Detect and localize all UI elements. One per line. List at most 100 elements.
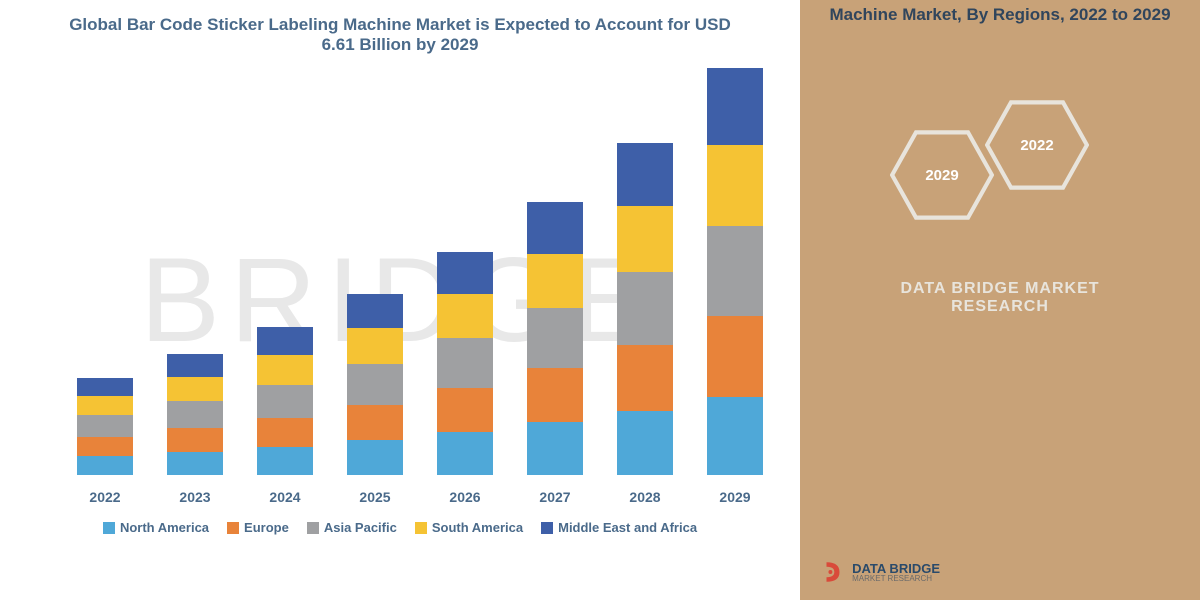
x-axis-label: 2029 xyxy=(707,489,763,505)
right-panel-title: Machine Market, By Regions, 2022 to 2029 xyxy=(800,0,1200,30)
x-axis-label: 2026 xyxy=(437,489,493,505)
bars-container xyxy=(60,75,780,475)
footer-logo-line2: MARKET RESEARCH xyxy=(852,575,940,583)
bar-segment xyxy=(437,432,493,475)
bar-stack xyxy=(347,294,403,475)
bar-segment xyxy=(617,272,673,345)
legend-swatch-icon xyxy=(227,522,239,534)
x-axis-label: 2022 xyxy=(77,489,133,505)
bar-group xyxy=(437,252,493,475)
legend-item: Asia Pacific xyxy=(307,520,397,535)
x-axis-label: 2028 xyxy=(617,489,673,505)
x-axis-label: 2023 xyxy=(167,489,223,505)
bar-segment xyxy=(347,440,403,475)
bar-segment xyxy=(707,68,763,145)
hexagon-2029: 2029 xyxy=(890,130,994,220)
bar-segment xyxy=(257,355,313,385)
legend-swatch-icon xyxy=(415,522,427,534)
chart-area: 2022 2023 2024 2025 2026 2027 2028 2029 xyxy=(60,75,780,505)
bar-segment xyxy=(77,378,133,396)
legend-item: North America xyxy=(103,520,209,535)
bar-segment xyxy=(707,397,763,475)
bar-segment xyxy=(437,388,493,432)
bar-segment xyxy=(77,456,133,475)
legend-label: Middle East and Africa xyxy=(558,520,697,535)
bar-segment xyxy=(347,328,403,364)
bar-segment xyxy=(77,396,133,415)
brand-text: DATA BRIDGE MARKET RESEARCH xyxy=(800,280,1200,316)
bar-segment xyxy=(347,294,403,328)
legend-label: Europe xyxy=(244,520,289,535)
bar-segment xyxy=(77,437,133,456)
bar-segment xyxy=(527,202,583,254)
legend-item: Middle East and Africa xyxy=(541,520,697,535)
bar-segment xyxy=(347,364,403,405)
bar-segment xyxy=(257,418,313,447)
legend-swatch-icon xyxy=(541,522,553,534)
legend-label: South America xyxy=(432,520,523,535)
legend-label: North America xyxy=(120,520,209,535)
bar-stack xyxy=(437,252,493,475)
bar-group xyxy=(527,202,583,475)
brand-line1: DATA BRIDGE MARKET xyxy=(800,280,1200,298)
x-axis-label: 2025 xyxy=(347,489,403,505)
bar-segment xyxy=(167,377,223,401)
bar-segment xyxy=(527,368,583,422)
hexagon-left-label: 2029 xyxy=(925,167,958,184)
bar-segment xyxy=(77,415,133,437)
brand-line2: RESEARCH xyxy=(800,298,1200,316)
hexagon-group: 2029 2022 xyxy=(890,100,1110,250)
chart-legend: North America Europe Asia Pacific South Ame… xyxy=(0,520,800,535)
bar-stack xyxy=(527,202,583,475)
bar-segment xyxy=(257,447,313,475)
chart-panel: BRIDGE Global Bar Code Sticker Labeling … xyxy=(0,0,800,600)
bar-group xyxy=(77,378,133,475)
bar-stack xyxy=(167,354,223,475)
bar-segment xyxy=(437,252,493,294)
bar-stack xyxy=(707,68,763,475)
bar-stack xyxy=(77,378,133,475)
bar-segment xyxy=(437,294,493,338)
legend-label: Asia Pacific xyxy=(324,520,397,535)
bar-segment xyxy=(617,143,673,206)
x-axis-labels: 2022 2023 2024 2025 2026 2027 2028 2029 xyxy=(60,489,780,505)
bar-group xyxy=(617,143,673,475)
bar-segment xyxy=(257,327,313,355)
bar-segment xyxy=(707,316,763,397)
bar-stack xyxy=(617,143,673,475)
bar-segment xyxy=(167,428,223,452)
bar-stack xyxy=(257,327,313,475)
bar-segment xyxy=(527,254,583,308)
bar-segment xyxy=(257,385,313,418)
bar-segment xyxy=(617,206,673,272)
footer-logo: DATA BRIDGE MARKET RESEARCH xyxy=(820,559,940,585)
bar-segment xyxy=(527,422,583,475)
x-axis-label: 2027 xyxy=(527,489,583,505)
bar-group xyxy=(167,354,223,475)
legend-swatch-icon xyxy=(307,522,319,534)
bar-segment xyxy=(347,405,403,440)
chart-title: Global Bar Code Sticker Labeling Machine… xyxy=(0,0,800,65)
right-panel: Machine Market, By Regions, 2022 to 2029… xyxy=(800,0,1200,600)
bar-group xyxy=(257,327,313,475)
hexagon-2022: 2022 xyxy=(985,100,1089,190)
bar-segment xyxy=(167,401,223,428)
bar-group xyxy=(707,68,763,475)
bar-segment xyxy=(617,345,673,411)
bar-segment xyxy=(527,308,583,368)
bar-segment xyxy=(167,452,223,475)
bar-group xyxy=(347,294,403,475)
bar-segment xyxy=(437,338,493,388)
legend-item: South America xyxy=(415,520,523,535)
legend-swatch-icon xyxy=(103,522,115,534)
hexagon-right-label: 2022 xyxy=(1020,137,1053,154)
bar-segment xyxy=(707,145,763,226)
bar-segment xyxy=(167,354,223,377)
footer-logo-line1: DATA BRIDGE xyxy=(852,562,940,575)
bar-segment xyxy=(707,226,763,316)
legend-item: Europe xyxy=(227,520,289,535)
x-axis-label: 2024 xyxy=(257,489,313,505)
footer-logo-text: DATA BRIDGE MARKET RESEARCH xyxy=(852,562,940,583)
logo-mark-icon xyxy=(820,559,846,585)
bar-segment xyxy=(617,411,673,475)
